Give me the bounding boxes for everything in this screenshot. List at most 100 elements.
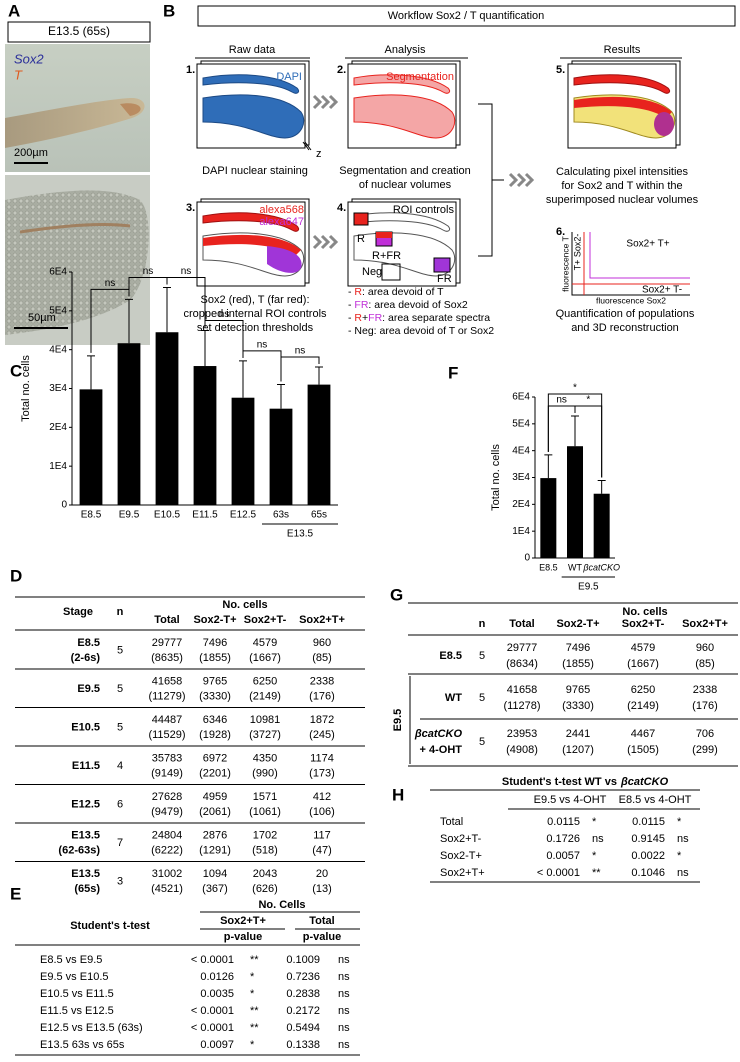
y-tick-label: 3E4 [512,472,530,483]
legend-item: - Neg: area devoid of T or Sox2 [348,325,494,337]
significance-bracket [204,320,244,358]
row-label: E8.5 [77,637,100,649]
side-group: E9.5 [392,709,404,732]
cell: 6346 [203,714,227,726]
cell: 7496 [203,637,227,649]
row-label: E9.5 [77,683,100,695]
row-label: E11.5 vs E12.5 [40,1005,114,1017]
header: E13.5 (65s) [48,24,110,38]
cell: 412 [313,791,331,803]
gate-plot [571,232,690,296]
cell: 6250 [253,675,277,687]
y-axis-label: Total no. cells [490,444,502,511]
bar [231,397,255,505]
cell: 5 [479,736,485,748]
step-number: 3. [186,202,195,214]
cell: * [592,816,597,828]
caption: Quantification of populations [556,308,695,320]
cell: (47) [312,844,332,856]
cell: 27628 [152,791,183,803]
cell: * [250,1039,255,1051]
y-tick-label: 4E4 [49,344,67,355]
y-tick-label: 6E4 [512,392,530,403]
cell: < 0.0001 [191,1022,234,1034]
table-header: Sox2+T+ [299,614,345,626]
table-header: Total [154,614,179,626]
row-label: βcatCKO [414,728,463,740]
y-tick-label: 5E4 [49,305,67,316]
cell: (2061) [199,806,231,818]
cell: 4467 [631,728,655,740]
cell: 0.5494 [286,1022,320,1034]
legend-item: - FR: area devoid of Sox2 [348,299,468,311]
error-bar [277,384,285,409]
table-header: Total [509,618,534,630]
y-tick-label: 0 [524,553,530,564]
cell: 0.7236 [286,971,320,983]
row-label: E11.5 [72,760,100,772]
significance-bracket [166,276,206,328]
cell: (1505) [627,744,659,756]
table-header: E8.5 vs 4-OHT [619,794,692,806]
cell: (518) [252,844,278,856]
cell: 1174 [310,752,334,764]
cell: 3 [117,875,123,887]
x-tick-label: WT [568,562,582,572]
table-header: Sox2-T+ [556,618,599,630]
caption: for Sox2 and T within the [561,180,682,192]
box-label: alexa647 [259,216,304,228]
cell: 31002 [152,868,183,880]
row-label: E8.5 [439,650,462,662]
cell: 2338 [310,675,334,687]
thumbnail [347,60,461,149]
x-tick-label: E10.5 [154,510,181,521]
cell: (4521) [151,883,183,895]
column-header: Raw data [229,44,276,56]
cell: ** [250,1022,259,1034]
caption: Segmentation and creation [339,165,470,177]
cell: 0.2172 [286,1005,320,1017]
cell: 29777 [507,642,538,654]
cell: 5 [117,721,123,733]
cell: 35783 [152,752,183,764]
cell: 5 [479,650,485,662]
group-label: E9.5 [578,582,599,593]
table-header: p-value [224,931,263,943]
row-label: E10.5 [71,721,100,733]
cell: 24804 [152,829,183,841]
stain-label: T [14,67,23,82]
cell: 0.1338 [286,1039,320,1051]
y-tick-label: 6E4 [49,267,67,278]
cell: ns [677,867,689,879]
cell: (9149) [151,767,183,779]
significance-label: ns [219,309,230,320]
panel-label: E [10,884,21,903]
legend-part: - [348,312,354,324]
cell: (85) [312,652,332,664]
row-label: Sox2+T- [440,833,482,845]
y-tick-label: 1E4 [49,461,67,472]
cell: 6250 [631,684,655,696]
significance-bracket [280,356,320,382]
cell: (6222) [151,844,183,856]
row-label: E9.5 vs E10.5 [40,971,109,983]
bar [117,343,141,505]
cell: (245) [309,729,335,741]
cell: (8634) [506,658,538,670]
x-tick-label: 63s [273,510,289,521]
cell: (299) [692,744,718,756]
cell: 2876 [203,829,227,841]
t-stain [120,103,141,116]
cell: 0.0115 [632,816,665,828]
legend-part: - Neg: area devoid of T or Sox2 [348,325,494,337]
cell: * [250,988,255,1000]
cell: 41658 [507,684,538,696]
table-header: Sox2+T- [244,614,287,626]
legend-part: : area devoid of Sox2 [368,299,467,311]
header-box [7,21,151,43]
cell: 2338 [693,684,717,696]
panel-label: D [10,566,22,585]
tissue [5,190,149,335]
thumbnail [196,60,312,151]
cell: 7 [117,837,123,849]
